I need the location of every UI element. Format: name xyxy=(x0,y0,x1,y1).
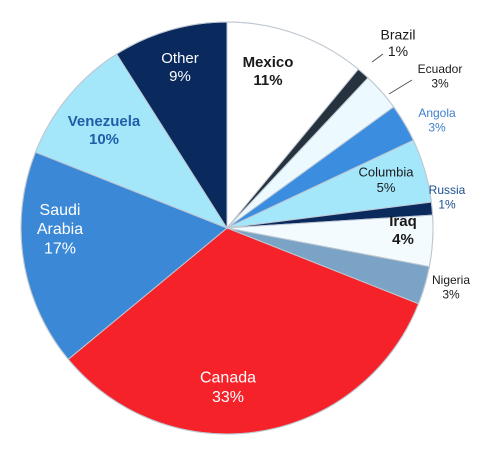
slice-label-mexico: Mexico 11% xyxy=(243,54,294,89)
slice-label-iraq: Iraq 4% xyxy=(389,213,417,248)
slice-value-ecuador: 3% xyxy=(431,76,449,90)
slice-label-angola: Angola 3% xyxy=(418,106,456,134)
pie-outline xyxy=(20,21,434,435)
slice-name-other: Other xyxy=(161,50,199,67)
leader-lines xyxy=(371,53,413,95)
slice-value-venezuela: 10% xyxy=(89,131,119,148)
slice-value-saudi-arabia: 17% xyxy=(44,240,76,257)
slice-label-canada: Canada 33% xyxy=(200,370,256,406)
slice-value-nigeria: 3% xyxy=(442,287,460,301)
slice-name-angola: Angola xyxy=(418,106,456,120)
slice-name-venezuela: Venezuela xyxy=(68,113,141,130)
slice-name-nigeria: Nigeria xyxy=(432,273,470,287)
slice-label-columbia: Columbia 5% xyxy=(359,165,415,196)
slice-name-brazil: Brazil xyxy=(380,26,415,42)
slice-labels: Mexico 11%Brazil 1%Ecuador 3%Angola 3%Columb… xyxy=(37,26,470,406)
slice-label-other: Other 9% xyxy=(161,50,199,85)
slice-value-other: 9% xyxy=(169,68,191,85)
slice-name-iraq: Iraq xyxy=(389,213,417,230)
slice-label-saudi-arabia: Saudi Arabia 17% xyxy=(37,202,83,257)
slice-label-nigeria: Nigeria 3% xyxy=(432,273,470,301)
slice-value-canada: 33% xyxy=(212,389,244,406)
slice-value-brazil: 1% xyxy=(388,43,408,59)
slice-value-russia: 1% xyxy=(438,197,456,211)
leader-line-brazil xyxy=(371,53,384,63)
slice-value-columbia: 5% xyxy=(377,180,396,195)
slice-name-ecuador: Ecuador xyxy=(418,62,463,76)
slice-value-angola: 3% xyxy=(428,120,446,134)
slice-name-saudi-arabia: Saudi xyxy=(40,202,81,219)
slice-name-russia: Russia xyxy=(429,183,466,197)
slice-name-canada: Canada xyxy=(200,370,256,387)
slice-value-iraq: 4% xyxy=(392,231,414,248)
slice-name-mexico: Mexico xyxy=(243,54,294,71)
slice-label-russia: Russia 1% xyxy=(429,183,466,211)
slice-value-mexico: 11% xyxy=(253,72,282,89)
slice-name-saudi-arabia: Arabia xyxy=(37,221,83,238)
slice-label-brazil: Brazil 1% xyxy=(380,26,415,59)
slice-name-columbia: Columbia xyxy=(359,165,415,180)
slice-label-venezuela: Venezuela 10% xyxy=(68,113,141,148)
leader-line-ecuador xyxy=(388,79,413,95)
pie-slices xyxy=(20,21,434,435)
slice-label-ecuador: Ecuador 3% xyxy=(418,62,463,90)
